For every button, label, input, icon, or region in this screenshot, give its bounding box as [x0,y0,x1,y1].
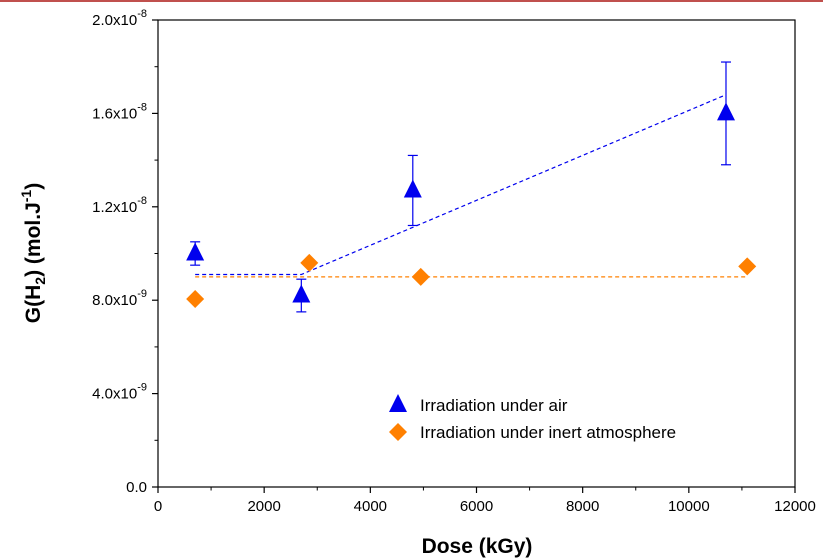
y-tick-label: 0.0 [126,479,147,496]
plot-frame [157,19,796,488]
y-axis-title: G(H2) (mol.J-1) [18,183,48,323]
legend: Irradiation under air Irradiation under i… [389,394,676,442]
top-rule [0,0,823,2]
x-tick-label: 2000 [247,498,280,515]
x-tick-label: 10000 [668,498,710,515]
inert-data-point [411,267,430,286]
x-tick-label: 8000 [566,498,599,515]
y-tick-label: 4.0x10-9 [92,382,147,403]
x-axis-title: Dose (kGy) [422,535,533,558]
y-tick-label: 8.0x10-9 [92,288,147,309]
air-data-point [292,284,311,303]
air-data-point [403,179,422,198]
legend-marker-0 [389,394,407,412]
inert-data-point [186,290,205,309]
air-data-point [716,102,735,121]
x-tick-label: 6000 [460,498,493,515]
x-tick-label: 4000 [354,498,387,515]
inert-data-point [738,257,757,276]
y-tick-label: 1.2x10-8 [92,195,147,216]
x-tick-label: 0 [154,498,162,515]
x-tick-label: 12000 [774,498,816,515]
air-data-point [186,242,205,261]
inert-data-point [300,253,319,272]
y-tick-label: 2.0x10-8 [92,8,147,29]
legend-label-1: Irradiation under inert atmosphere [420,423,676,442]
legend-label-0: Irradiation under air [420,396,568,415]
y-tick-label: 1.6x10-8 [92,101,147,122]
trend-line-0 [195,94,727,276]
legend-marker-1 [389,423,407,441]
